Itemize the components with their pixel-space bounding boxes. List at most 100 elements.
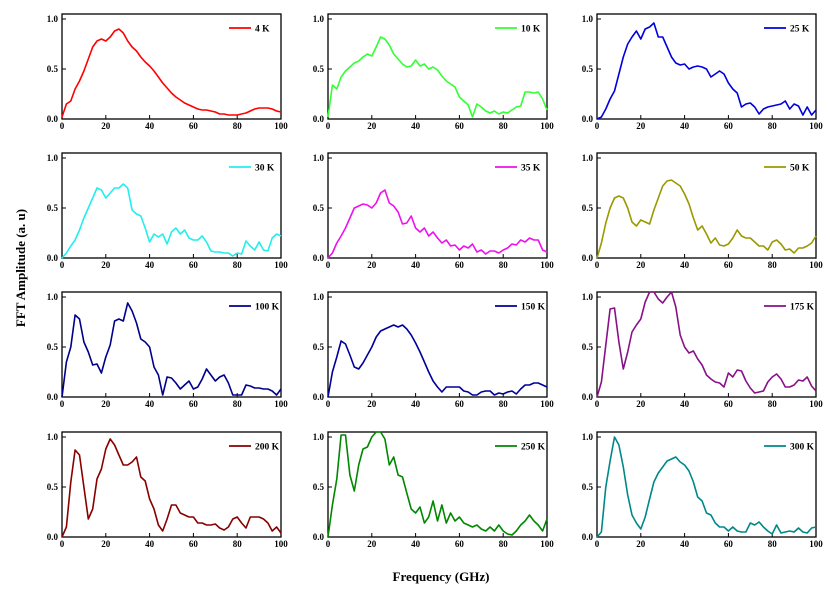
y-tick-label: 0.5 bbox=[313, 482, 325, 492]
y-tick-label: 0.5 bbox=[47, 203, 59, 213]
plot-frame bbox=[596, 291, 817, 398]
x-tick-label: 0 bbox=[595, 260, 600, 270]
x-axis-title: Frequency (GHz) bbox=[393, 569, 490, 584]
x-tick-label: 100 bbox=[540, 121, 554, 131]
panel-35k: 0 20 40 60 80 100 0.0 0.5 1.0 35 K bbox=[313, 152, 554, 270]
x-tick-label: 20 bbox=[367, 121, 377, 131]
panel-200k: 0 20 40 60 80 100 0.0 0.5 1.0 200 K bbox=[47, 431, 288, 549]
y-tick-label: 0.0 bbox=[582, 253, 594, 263]
plot-frame bbox=[327, 291, 548, 398]
x-tick-label: 100 bbox=[809, 399, 823, 409]
plot-frame bbox=[61, 431, 282, 538]
x-tick-label: 0 bbox=[60, 539, 65, 549]
x-tick-label: 40 bbox=[145, 539, 155, 549]
x-tick-label: 20 bbox=[101, 539, 111, 549]
x-tick-label: 60 bbox=[455, 121, 465, 131]
x-tick-label: 0 bbox=[595, 539, 600, 549]
x-tick-label: 80 bbox=[499, 399, 509, 409]
x-tick-label: 40 bbox=[411, 121, 421, 131]
x-tick-label: 40 bbox=[145, 399, 155, 409]
x-tick-label: 60 bbox=[724, 121, 734, 131]
x-tick-label: 80 bbox=[768, 539, 778, 549]
panel-30k: 0 20 40 60 80 100 0.0 0.5 1.0 30 K bbox=[47, 152, 288, 270]
panel-25k: 0 20 40 60 80 100 0.0 0.5 1.0 25 K bbox=[582, 13, 823, 131]
x-tick-label: 80 bbox=[233, 121, 243, 131]
x-tick-label: 40 bbox=[145, 121, 155, 131]
x-tick-label: 80 bbox=[233, 399, 243, 409]
x-tick-label: 0 bbox=[326, 260, 331, 270]
x-tick-label: 0 bbox=[60, 121, 65, 131]
y-tick-label: 1.0 bbox=[313, 14, 325, 24]
y-tick-label: 0.5 bbox=[47, 482, 59, 492]
y-tick-label: 0.5 bbox=[582, 203, 594, 213]
y-tick-label: 1.0 bbox=[47, 14, 59, 24]
legend-label: 175 K bbox=[790, 303, 815, 313]
y-tick-label: 0.0 bbox=[582, 392, 594, 402]
y-tick-label: 1.0 bbox=[582, 432, 594, 442]
x-tick-label: 80 bbox=[768, 260, 778, 270]
series-line-10k bbox=[327, 36, 548, 118]
x-tick-label: 40 bbox=[411, 399, 421, 409]
y-tick-label: 1.0 bbox=[313, 153, 325, 163]
x-tick-label: 0 bbox=[60, 260, 65, 270]
x-tick-label: 80 bbox=[499, 539, 509, 549]
x-tick-label: 100 bbox=[809, 121, 823, 131]
series-line-25k bbox=[596, 22, 817, 120]
series-line-150k bbox=[327, 324, 548, 398]
y-tick-label: 0.0 bbox=[47, 392, 59, 402]
y-tick-label: 0.5 bbox=[47, 342, 59, 352]
panel-250k: 0 20 40 60 80 100 0.0 0.5 1.0 250 K bbox=[313, 431, 554, 549]
x-tick-label: 0 bbox=[595, 121, 600, 131]
series-line-175k bbox=[596, 291, 817, 398]
y-tick-label: 1.0 bbox=[582, 153, 594, 163]
x-tick-label: 0 bbox=[326, 399, 331, 409]
x-tick-label: 40 bbox=[680, 539, 690, 549]
y-tick-label: 0.0 bbox=[47, 114, 59, 124]
legend-label: 35 K bbox=[521, 164, 541, 174]
y-tick-label: 0.5 bbox=[313, 203, 325, 213]
x-tick-label: 100 bbox=[540, 260, 554, 270]
y-tick-label: 0.0 bbox=[313, 532, 325, 542]
x-tick-label: 20 bbox=[367, 399, 377, 409]
y-tick-label: 1.0 bbox=[582, 292, 594, 302]
y-tick-label: 0.5 bbox=[582, 342, 594, 352]
x-tick-label: 0 bbox=[326, 539, 331, 549]
legend-label: 100 K bbox=[255, 303, 280, 313]
series-line-100k bbox=[61, 302, 282, 398]
x-tick-label: 60 bbox=[724, 399, 734, 409]
plot-frame bbox=[327, 152, 548, 259]
x-tick-label: 80 bbox=[768, 399, 778, 409]
x-tick-label: 80 bbox=[768, 121, 778, 131]
x-tick-label: 60 bbox=[189, 121, 199, 131]
legend-label: 150 K bbox=[521, 303, 546, 313]
y-tick-label: 0.5 bbox=[313, 64, 325, 74]
x-tick-label: 40 bbox=[411, 260, 421, 270]
x-tick-label: 20 bbox=[101, 399, 111, 409]
x-tick-label: 60 bbox=[724, 260, 734, 270]
x-tick-label: 40 bbox=[680, 399, 690, 409]
plot-frame bbox=[61, 291, 282, 398]
series-line-200k bbox=[61, 438, 282, 538]
x-tick-label: 60 bbox=[189, 260, 199, 270]
y-tick-label: 1.0 bbox=[313, 292, 325, 302]
series-line-250k bbox=[327, 431, 548, 538]
x-tick-label: 100 bbox=[274, 539, 288, 549]
series-line-30k bbox=[61, 183, 282, 259]
x-tick-label: 60 bbox=[189, 399, 199, 409]
x-tick-label: 20 bbox=[636, 260, 646, 270]
x-tick-label: 100 bbox=[274, 121, 288, 131]
x-tick-label: 60 bbox=[455, 399, 465, 409]
x-tick-label: 20 bbox=[101, 121, 111, 131]
legend-label: 30 K bbox=[255, 164, 275, 174]
legend-label: 10 K bbox=[521, 25, 541, 35]
x-tick-label: 40 bbox=[680, 260, 690, 270]
y-tick-label: 1.0 bbox=[313, 432, 325, 442]
legend-label: 4 K bbox=[255, 25, 270, 35]
plot-frame bbox=[327, 431, 548, 538]
x-tick-label: 60 bbox=[724, 539, 734, 549]
x-tick-label: 40 bbox=[411, 539, 421, 549]
plot-frame bbox=[596, 152, 817, 259]
panel-10k: 0 20 40 60 80 100 0.0 0.5 1.0 10 K bbox=[313, 13, 554, 131]
x-tick-label: 80 bbox=[499, 121, 509, 131]
